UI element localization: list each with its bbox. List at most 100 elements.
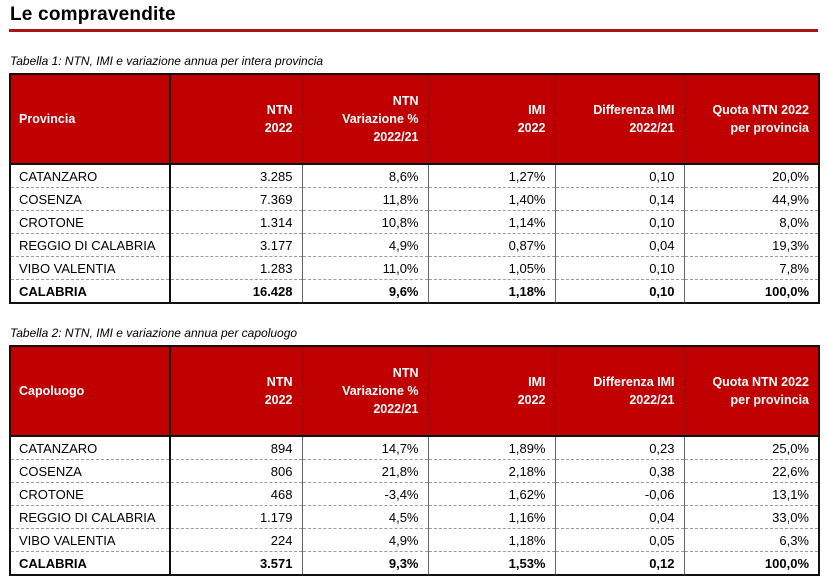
cell-name: REGGIO DI CALABRIA	[10, 505, 171, 529]
cell-ntn-var: 9,6%	[301, 279, 428, 303]
table-row: VIBO VALENTIA 1.283 11,0% 1,05% 0,10 7,8…	[10, 256, 819, 280]
cell-imi: 1,18%	[427, 279, 555, 303]
cell-diff-imi: 0,38	[554, 459, 684, 483]
cell-name: COSENZA	[10, 459, 171, 483]
cell-diff-imi: 0,10	[554, 163, 684, 188]
cell-ntn-var: 4,9%	[301, 233, 428, 257]
cell-name: REGGIO DI CALABRIA	[10, 233, 171, 257]
column-header-ntn-variazione: NTN Variazione % 2022/21	[301, 74, 428, 165]
cell-quota: 25,0%	[683, 435, 819, 460]
cell-ntn-var: 11,0%	[301, 256, 428, 280]
cell-diff-imi: 0,10	[554, 256, 684, 280]
cell-imi: 1,14%	[427, 210, 555, 234]
cell-quota: 6,3%	[683, 528, 819, 552]
cell-quota: 44,9%	[683, 187, 819, 211]
cell-diff-imi: 0,05	[554, 528, 684, 552]
cell-ntn: 894	[169, 435, 302, 460]
cell-quota: 100,0%	[683, 279, 819, 303]
column-header-provincia: Provincia	[10, 74, 171, 165]
cell-quota: 22,6%	[683, 459, 819, 483]
table1-header-row: Provincia NTN 2022 NTN Variazione % 2022…	[10, 74, 819, 165]
cell-ntn: 468	[169, 482, 302, 506]
table-row: CROTONE 1.314 10,8% 1,14% 0,10 8,0%	[10, 210, 819, 234]
cell-imi: 1,40%	[427, 187, 555, 211]
column-header-quota-ntn: Quota NTN 2022 per provincia	[683, 346, 819, 437]
cell-imi: 1,62%	[427, 482, 555, 506]
cell-quota: 8,0%	[683, 210, 819, 234]
column-header-ntn-variazione: NTN Variazione % 2022/21	[301, 346, 428, 437]
table-row: REGGIO DI CALABRIA 1.179 4,5% 1,16% 0,04…	[10, 505, 819, 529]
column-header-imi-2022: IMI 2022	[427, 74, 555, 165]
cell-name: CALABRIA	[10, 551, 171, 575]
cell-quota: 33,0%	[683, 505, 819, 529]
cell-diff-imi: 0,10	[554, 279, 684, 303]
table2-caption: Tabella 2: NTN, IMI e variazione annua p…	[10, 326, 298, 340]
cell-diff-imi: 0,04	[554, 505, 684, 529]
cell-diff-imi: 0,23	[554, 435, 684, 460]
table2-header-row: Capoluogo NTN 2022 NTN Variazione % 2022…	[10, 346, 819, 437]
cell-imi: 1,16%	[427, 505, 555, 529]
cell-imi: 1,05%	[427, 256, 555, 280]
cell-ntn: 3.285	[169, 163, 302, 188]
cell-imi: 2,18%	[427, 459, 555, 483]
table-row: CATANZARO 3.285 8,6% 1,27% 0,10 20,0%	[10, 163, 819, 188]
table-row: COSENZA 806 21,8% 2,18% 0,38 22,6%	[10, 459, 819, 483]
cell-name: CROTONE	[10, 210, 171, 234]
table-row: VIBO VALENTIA 224 4,9% 1,18% 0,05 6,3%	[10, 528, 819, 552]
cell-diff-imi: 0,12	[554, 551, 684, 575]
cell-ntn-var: -3,4%	[301, 482, 428, 506]
table-row: REGGIO DI CALABRIA 3.177 4,9% 0,87% 0,04…	[10, 233, 819, 257]
table-row: COSENZA 7.369 11,8% 1,40% 0,14 44,9%	[10, 187, 819, 211]
column-header-capoluogo: Capoluogo	[10, 346, 171, 437]
table2-section: Tabella 2: NTN, IMI e variazione annua p…	[9, 326, 820, 576]
cell-name: CROTONE	[10, 482, 171, 506]
cell-quota: 20,0%	[683, 163, 819, 188]
cell-quota: 13,1%	[683, 482, 819, 506]
table1-provincia: Provincia NTN 2022 NTN Variazione % 2022…	[9, 73, 820, 304]
cell-ntn: 806	[169, 459, 302, 483]
table-row: CATANZARO 894 14,7% 1,89% 0,23 25,0%	[10, 435, 819, 460]
cell-ntn-var: 14,7%	[301, 435, 428, 460]
table-total-row: CALABRIA 16.428 9,6% 1,18% 0,10 100,0%	[10, 279, 819, 303]
cell-imi: 1,18%	[427, 528, 555, 552]
table1-section: Tabella 1: NTN, IMI e variazione annua p…	[9, 54, 820, 304]
cell-quota: 7,8%	[683, 256, 819, 280]
cell-ntn-var: 9,3%	[301, 551, 428, 575]
cell-ntn: 3.177	[169, 233, 302, 257]
cell-name: CATANZARO	[10, 163, 171, 188]
column-header-differenza-imi: Differenza IMI 2022/21	[554, 346, 684, 437]
cell-ntn-var: 21,8%	[301, 459, 428, 483]
cell-imi: 1,27%	[427, 163, 555, 188]
cell-diff-imi: 0,04	[554, 233, 684, 257]
column-header-quota-ntn: Quota NTN 2022 per provincia	[683, 74, 819, 165]
cell-imi: 1,53%	[427, 551, 555, 575]
column-header-imi-2022: IMI 2022	[427, 346, 555, 437]
cell-ntn-var: 11,8%	[301, 187, 428, 211]
column-header-ntn-2022: NTN 2022	[169, 346, 302, 437]
cell-ntn: 224	[169, 528, 302, 552]
table2-capoluogo: Capoluogo NTN 2022 NTN Variazione % 2022…	[9, 345, 820, 576]
page-title: Le compravendite	[10, 4, 176, 25]
table-total-row: CALABRIA 3.571 9,3% 1,53% 0,12 100,0%	[10, 551, 819, 575]
title-rule	[9, 29, 818, 32]
cell-ntn: 16.428	[169, 279, 302, 303]
cell-diff-imi: -0,06	[554, 482, 684, 506]
cell-quota: 19,3%	[683, 233, 819, 257]
cell-name: CALABRIA	[10, 279, 171, 303]
column-header-differenza-imi: Differenza IMI 2022/21	[554, 74, 684, 165]
cell-name: CATANZARO	[10, 435, 171, 460]
cell-ntn-var: 4,5%	[301, 505, 428, 529]
cell-name: VIBO VALENTIA	[10, 528, 171, 552]
column-header-ntn-2022: NTN 2022	[169, 74, 302, 165]
cell-name: VIBO VALENTIA	[10, 256, 171, 280]
cell-ntn: 3.571	[169, 551, 302, 575]
cell-ntn-var: 4,9%	[301, 528, 428, 552]
cell-diff-imi: 0,14	[554, 187, 684, 211]
table1-caption: Tabella 1: NTN, IMI e variazione annua p…	[10, 54, 324, 68]
cell-ntn: 1.314	[169, 210, 302, 234]
cell-ntn: 1.179	[169, 505, 302, 529]
cell-quota: 100,0%	[683, 551, 819, 575]
cell-imi: 1,89%	[427, 435, 555, 460]
cell-diff-imi: 0,10	[554, 210, 684, 234]
